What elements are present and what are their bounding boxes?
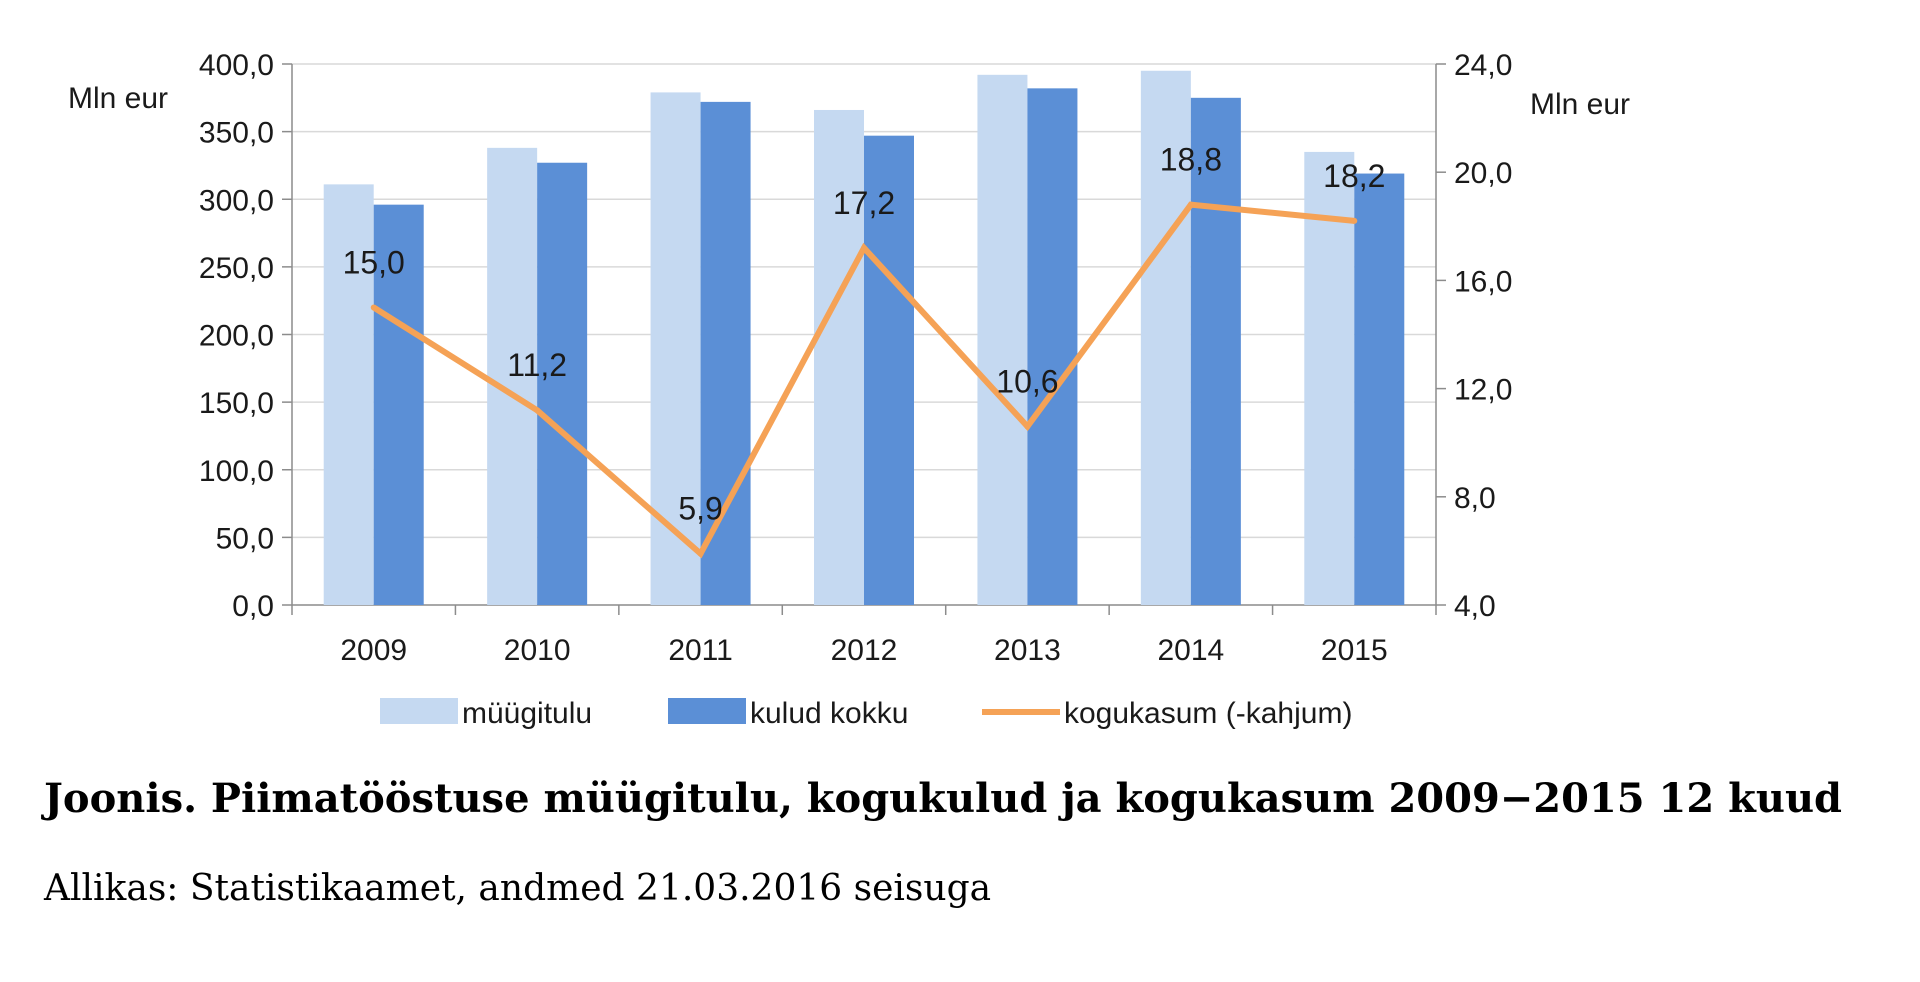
line-data-label: 18,8 [1160, 142, 1222, 178]
line-data-label: 18,2 [1323, 158, 1385, 194]
line-point [697, 550, 704, 557]
left-tick-label: 300,0 [199, 184, 274, 217]
x-tick-label: 2012 [831, 634, 898, 667]
legend-label: müügitulu [462, 697, 592, 730]
left-tick-label: 200,0 [199, 320, 274, 353]
line-data-label: 15,0 [343, 244, 405, 280]
left-tick-label: 0,0 [232, 590, 274, 623]
legend-swatch [668, 698, 746, 724]
line-point [370, 304, 377, 311]
line-point [861, 244, 867, 251]
figure-source: Allikas: Statistikaamet, andmed 21.03.20… [44, 868, 992, 909]
chart: 0,0 50,0 100,0 150,0 200,0 250,0 300,0 350,0 400… [68, 49, 1630, 730]
left-tick-label: 350,0 [199, 117, 274, 150]
right-tick-label: 16,0 [1454, 265, 1512, 298]
right-tick-label: 20,0 [1454, 157, 1512, 190]
bar-kulud-kokku [1354, 173, 1405, 606]
left-tick-label: 250,0 [199, 252, 274, 285]
bar-myygitulu [814, 109, 864, 606]
left-tick-label: 50,0 [216, 522, 274, 555]
bar-kulud-kokku [1190, 97, 1241, 605]
legend-label: kulud kokku [750, 697, 908, 730]
bar-myygitulu [323, 184, 374, 605]
x-tick-label: 2009 [340, 634, 407, 667]
line-point [1187, 201, 1194, 208]
left-tick-label: 400,0 [199, 49, 274, 82]
bar-kulud-kokku [373, 204, 424, 605]
right-tick-label: 12,0 [1454, 374, 1512, 407]
line-point [534, 407, 541, 414]
figure-caption: Joonis. Piimatööstuse müügitulu, kogukul… [44, 775, 1842, 822]
line-point [1024, 423, 1031, 430]
line-data-label: 10,6 [996, 363, 1058, 399]
legend-label: kogukasum (-kahjum) [1064, 697, 1352, 730]
left-axis-unit: Mln eur [68, 82, 168, 115]
left-tick-label: 150,0 [199, 387, 274, 420]
bar-kulud-kokku [700, 101, 751, 606]
legend-swatch [380, 698, 458, 724]
right-axis-unit: Mln eur [1530, 88, 1630, 121]
line-data-label: 11,2 [507, 347, 567, 383]
x-tick-label: 2015 [1321, 634, 1388, 667]
x-tick-label: 2010 [504, 634, 571, 667]
bar-myygitulu [977, 74, 1028, 605]
x-tick-label: 2013 [994, 634, 1061, 667]
bar-kulud-kokku [1027, 88, 1078, 606]
line-data-label: 17,2 [833, 185, 895, 221]
right-tick-label: 4,0 [1454, 590, 1496, 623]
bar-myygitulu [1140, 70, 1191, 605]
bar-kulud-kokku [864, 135, 914, 605]
left-tick-label: 100,0 [199, 455, 274, 488]
line-point [1351, 217, 1358, 224]
bar-kulud-kokku [537, 162, 588, 606]
line-data-label: 5,9 [678, 491, 722, 527]
right-tick-label: 8,0 [1454, 482, 1496, 515]
x-tick-label: 2014 [1157, 634, 1224, 667]
bar-myygitulu [487, 147, 538, 606]
right-tick-label: 24,0 [1454, 49, 1512, 82]
x-tick-label: 2011 [668, 634, 733, 667]
bar-myygitulu [1304, 151, 1355, 605]
